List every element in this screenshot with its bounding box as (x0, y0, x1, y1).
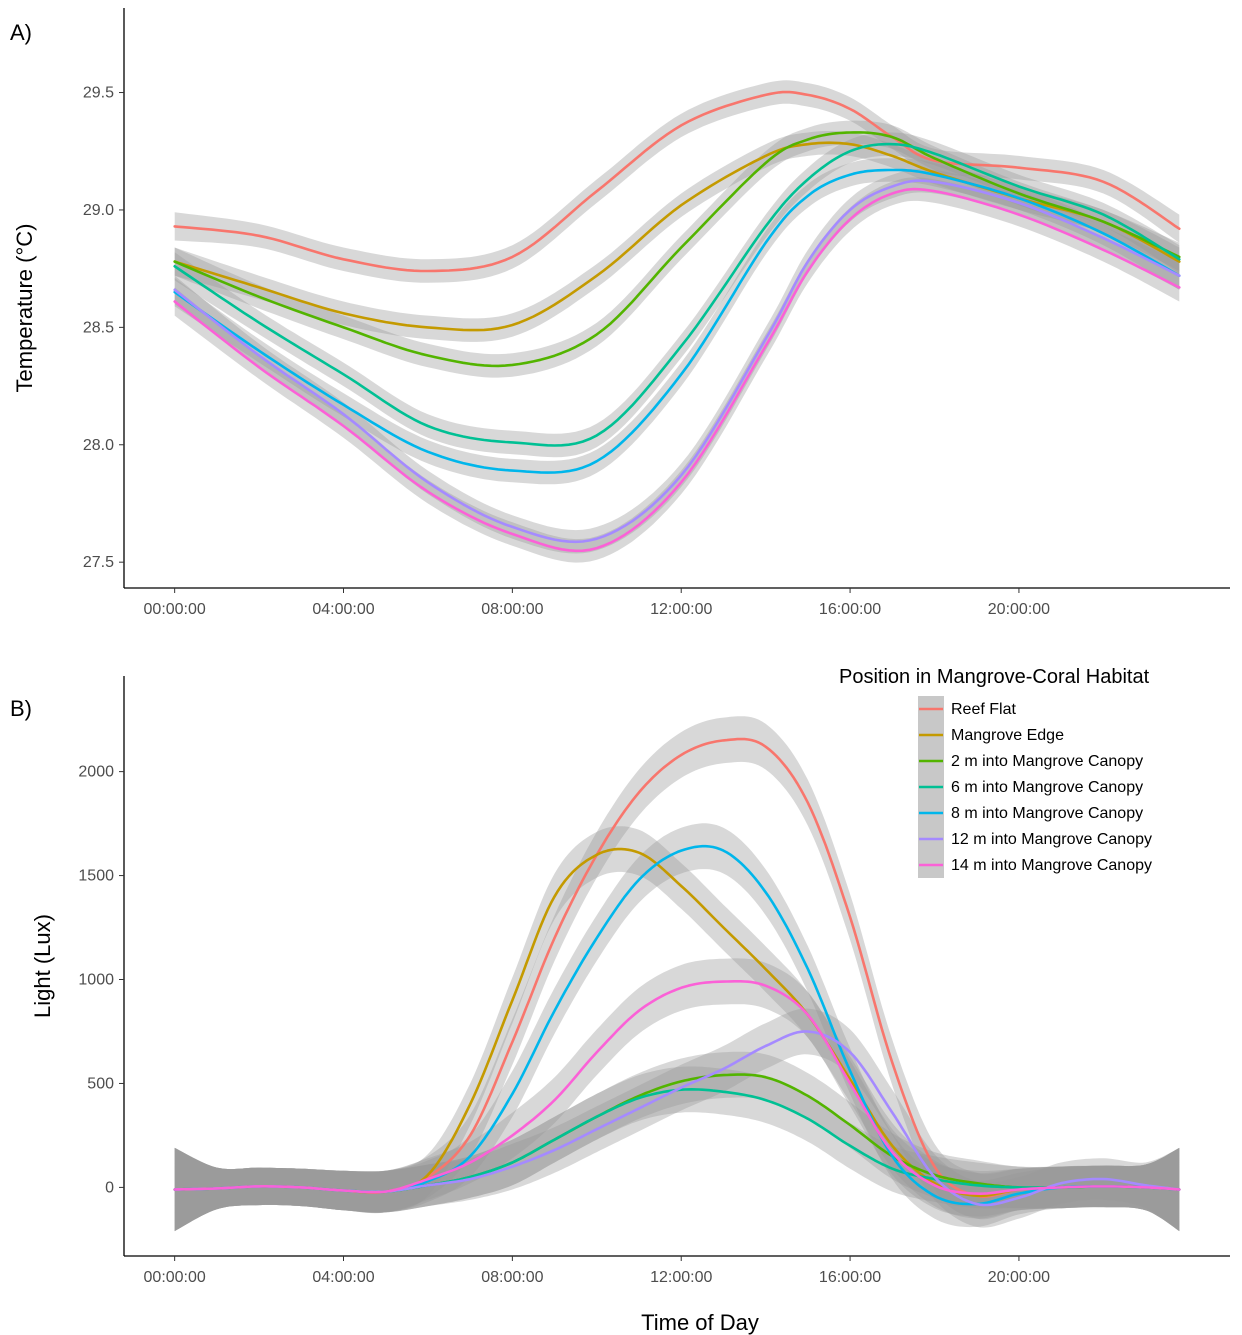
panel-a-axes: 00:00:00 04:00:00 08:00:00 12:00:00 16:00:00… (83, 8, 1230, 618)
legend-item: 12 m into Mangrove Canopy (918, 826, 1152, 852)
legend-label: 6 m into Mangrove Canopy (951, 779, 1143, 796)
panel-b-y-axis-title: Light (Lux) (30, 914, 55, 1018)
legend-item: Reef Flat (918, 696, 1016, 722)
x-tick-label: 08:00:00 (481, 1269, 543, 1286)
legend-item: 6 m into Mangrove Canopy (918, 774, 1143, 800)
x-tick-label: 08:00:00 (481, 601, 543, 618)
legend-item: 14 m into Mangrove Canopy (918, 852, 1152, 878)
y-tick-label: 28.0 (83, 437, 114, 454)
legend: Position in Mangrove-Coral Habitat Reef … (839, 666, 1152, 878)
y-tick-label: 0 (105, 1179, 114, 1196)
confidence-band-8-m-into-mangrove-canopy (174, 823, 1180, 1232)
x-axis-title: Time of Day (641, 1310, 759, 1335)
legend-title: Position in Mangrove-Coral Habitat (839, 666, 1150, 688)
y-tick-label: 29.5 (83, 85, 114, 102)
x-tick-label: 12:00:00 (650, 1269, 712, 1286)
series-line-14-m-into-mangrove-canopy (173, 980, 1181, 1195)
panel-b-series-lines (173, 737, 1181, 1207)
x-tick-label: 04:00:00 (312, 601, 374, 618)
series-line-8-m-into-mangrove-canopy (173, 168, 1181, 474)
legend-item: Mangrove Edge (918, 722, 1064, 748)
series-line-12-m-into-mangrove-canopy (173, 179, 1181, 544)
confidence-band-6-m-into-mangrove-canopy (174, 1066, 1180, 1232)
legend-item: 2 m into Mangrove Canopy (918, 748, 1143, 774)
confidence-band-mangrove-edge (174, 826, 1180, 1232)
x-tick-label: 16:00:00 (819, 1269, 881, 1286)
panel-a-series-lines (173, 90, 1181, 553)
legend-item: 8 m into Mangrove Canopy (918, 800, 1143, 826)
y-tick-label: 1500 (78, 868, 114, 885)
x-tick-label: 04:00:00 (312, 1269, 374, 1286)
legend-label: 12 m into Mangrove Canopy (951, 831, 1152, 848)
confidence-band-14-m-into-mangrove-canopy (174, 958, 1180, 1232)
x-tick-label: 00:00:00 (144, 601, 206, 618)
y-tick-label: 500 (87, 1075, 114, 1092)
panel-a-y-axis-title: Temperature (°C) (12, 224, 37, 393)
series-line-14-m-into-mangrove-canopy (173, 187, 1181, 553)
y-tick-label: 27.5 (83, 554, 114, 571)
legend-label: Mangrove Edge (951, 727, 1064, 744)
legend-items: Reef Flat Mangrove Edge 2 m into Mangrove … (918, 696, 1152, 878)
panel-b-label: B) (10, 696, 32, 721)
x-tick-label: 12:00:00 (650, 601, 712, 618)
legend-label: 8 m into Mangrove Canopy (951, 805, 1143, 822)
panel-a-temperature: A) Temperature (°C) 00:00:00 04:00:00 08:0… (10, 8, 1230, 618)
confidence-band-reef-flat (174, 80, 1180, 283)
x-tick-label: 20:00:00 (988, 601, 1050, 618)
series-line-reef-flat (173, 90, 1181, 273)
panel-a-label: A) (10, 20, 32, 45)
series-line-6-m-into-mangrove-canopy (173, 142, 1181, 447)
series-line-2-m-into-mangrove-canopy (173, 131, 1181, 368)
legend-label: 14 m into Mangrove Canopy (951, 857, 1152, 874)
y-tick-label: 28.5 (83, 319, 114, 336)
x-tick-label: 00:00:00 (144, 1269, 206, 1286)
legend-label: Reef Flat (951, 701, 1016, 718)
y-tick-label: 29.0 (83, 202, 114, 219)
confidence-band-2-m-into-mangrove-canopy (174, 120, 1180, 378)
legend-label: 2 m into Mangrove Canopy (951, 753, 1143, 770)
confidence-band-12-m-into-mangrove-canopy (174, 168, 1180, 554)
y-tick-label: 2000 (78, 764, 114, 781)
y-tick-label: 1000 (78, 972, 114, 989)
panel-b-light: B) Light (Lux) 00:00:00 04:00:00 08:00:00 1… (10, 676, 1230, 1335)
x-tick-label: 20:00:00 (988, 1269, 1050, 1286)
panel-b-axes: 00:00:00 04:00:00 08:00:00 12:00:00 16:00:00… (78, 676, 1230, 1286)
x-tick-label: 16:00:00 (819, 601, 881, 618)
